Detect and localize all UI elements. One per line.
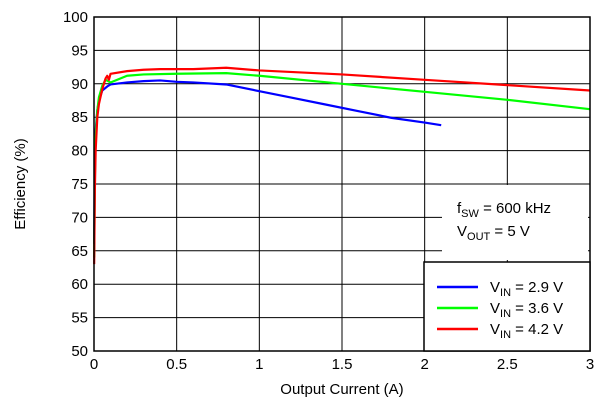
x-tick-label: 2.5: [497, 356, 518, 373]
y-tick-label: 55: [71, 310, 88, 327]
y-tick-label: 65: [71, 243, 88, 260]
y-tick-label: 50: [71, 343, 88, 360]
y-tick-label: 95: [71, 42, 88, 59]
x-tick-label: 2: [420, 356, 428, 373]
y-tick-label: 60: [71, 276, 88, 293]
annotation-line-1: fSW = 600 kHz: [457, 200, 551, 220]
legend-label-2: VIN = 3.6 V: [490, 300, 563, 320]
y-tick-label: 85: [71, 109, 88, 126]
plot-frame: [93, 16, 591, 352]
x-tick-label: 0: [90, 356, 98, 373]
y-tick-label: 100: [63, 9, 88, 26]
legend-label-3: VIN = 4.2 V: [490, 321, 563, 341]
annotation-line-2: VOUT = 5 V: [457, 223, 530, 243]
x-axis-title: Output Current (A): [280, 381, 403, 398]
tick-labels: 0 0.5 1 1.5 2 2.5 3 50 55 60 65 70 75 80 85 90 95 100: [63, 9, 594, 373]
legend-box: [423, 261, 591, 352]
x-tick-label: 1.5: [332, 356, 353, 373]
y-tick-label: 75: [71, 176, 88, 193]
legend-label-1: VIN = 2.9 V: [490, 279, 563, 299]
annotation-box: fSW = 600 kHz VOUT = 5 V: [442, 185, 588, 260]
annotation-background: [442, 185, 588, 260]
x-tick-label: 1: [255, 356, 263, 373]
series-line-3: [93, 66, 591, 265]
y-axis-title: Efficiency (%): [12, 138, 29, 229]
y-tick-label: 80: [71, 143, 88, 160]
x-tick-label: 3: [586, 356, 594, 373]
series-line-1: [93, 79, 442, 245]
x-tick-label: 0.5: [166, 356, 187, 373]
y-tick-label: 70: [71, 209, 88, 226]
series-layer: [93, 66, 591, 265]
y-tick-label: 90: [71, 76, 88, 93]
